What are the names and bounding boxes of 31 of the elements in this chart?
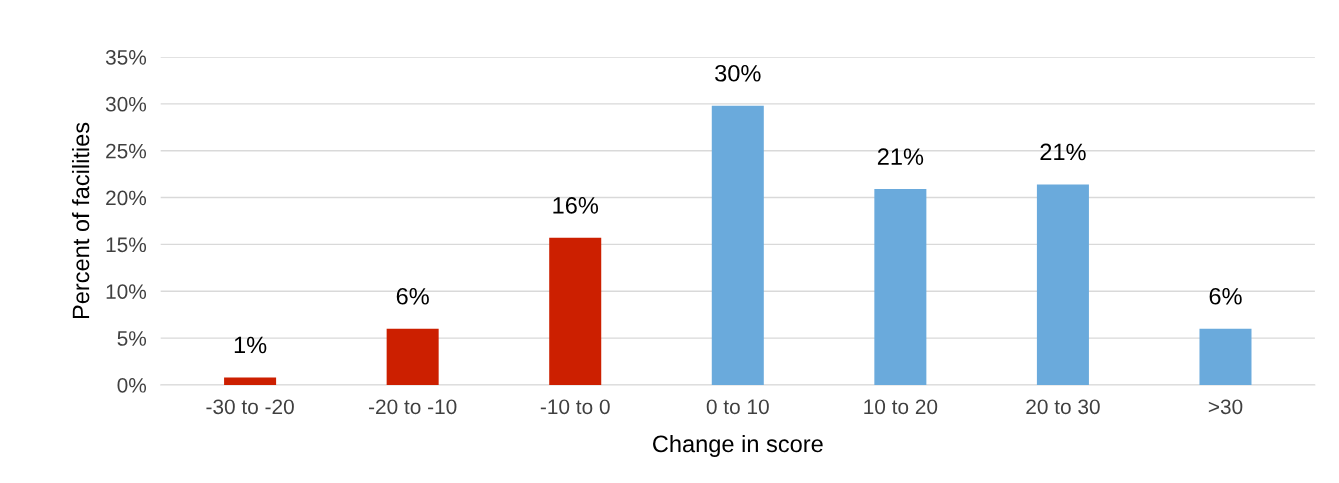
x-tick-label: 20 to 30: [1026, 399, 1100, 415]
y-tick-label: 35%: [105, 50, 147, 65]
data-label: 6%: [1209, 287, 1242, 305]
y-tick-label: 25%: [106, 143, 147, 159]
data-label: 21%: [1040, 143, 1086, 161]
bar: [1199, 328, 1252, 385]
x-tick-label: -20 to -10: [369, 399, 457, 415]
y-tick-label: 0%: [117, 377, 147, 393]
data-label: 6%: [396, 287, 429, 305]
y-tick-label: 15%: [106, 237, 147, 253]
bar: [1036, 184, 1089, 385]
bar: [711, 105, 764, 385]
y-axis-title: Percent of facilities: [71, 122, 90, 319]
bar: [386, 328, 439, 385]
y-tick-label: 5%: [117, 331, 147, 346]
x-tick-label: -10 to 0: [540, 399, 610, 415]
x-axis-title: Change in score: [653, 434, 823, 457]
bar: [874, 189, 927, 385]
data-label: 21%: [877, 148, 924, 165]
y-tick-label: 20%: [106, 190, 147, 206]
x-tick-label: -30 to -20: [206, 399, 294, 415]
x-tick-label: >30: [1208, 399, 1243, 415]
data-label: 1%: [234, 336, 267, 354]
x-tick-label: 0 to 10: [706, 399, 769, 415]
y-tick-label: 30%: [105, 96, 147, 112]
bar: [224, 377, 277, 385]
data-label: 16%: [553, 197, 599, 214]
bar: [549, 237, 602, 385]
data-label: 30%: [715, 64, 761, 82]
y-tick-label: 10%: [106, 284, 147, 299]
x-tick-label: 10 to 20: [864, 399, 938, 415]
